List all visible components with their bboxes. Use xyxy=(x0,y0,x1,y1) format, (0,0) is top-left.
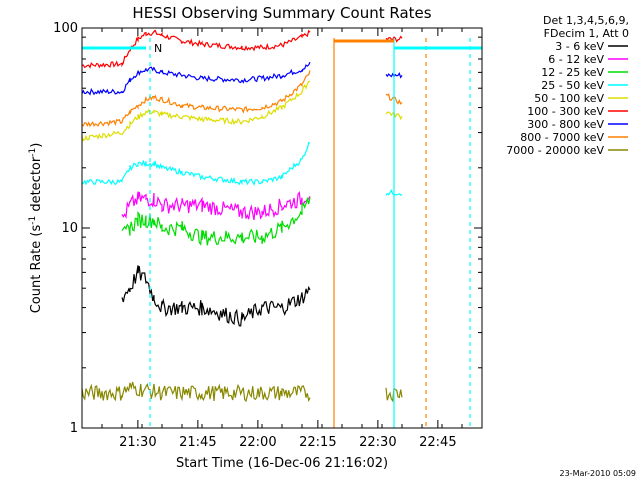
x-tick-label: 22:30 xyxy=(359,435,396,450)
legend-label: 800 - 7000 keV xyxy=(520,131,604,144)
plot-frame xyxy=(81,27,483,429)
x-tick-label: 22:45 xyxy=(419,435,456,450)
legend-label: 6 - 12 keV xyxy=(548,53,604,66)
x-axis-label: Start Time (16-Dec-06 21:16:02) xyxy=(176,456,388,471)
legend: Det 1,3,4,5,6,9, FDecim 1, Att 0 3 - 6 k… xyxy=(506,14,629,157)
legend-label: 300 - 800 keV xyxy=(527,118,604,131)
x-tick-label: 22:15 xyxy=(299,435,336,450)
legend-label: 7000 - 20000 keV xyxy=(506,144,604,157)
chart-title: HESSI Observing Summary Count Rates xyxy=(132,4,431,22)
series-line xyxy=(81,142,403,196)
y-axis-label: Count Rate (s-1 detector-1) xyxy=(28,143,44,314)
series-line xyxy=(121,265,311,327)
legend-label: 3 - 6 keV xyxy=(555,40,604,53)
legend-label: 12 - 25 keV xyxy=(541,66,604,79)
svg-text:Count Rate (s-1 detector-1): Count Rate (s-1 detector-1) xyxy=(28,143,44,314)
ylabel-end: ) xyxy=(29,143,44,148)
legend-header-1: Det 1,3,4,5,6,9, xyxy=(543,14,629,27)
ylabel-part: Count Rate (s xyxy=(29,225,44,314)
ylabel-sup-2: -1 xyxy=(28,148,38,157)
y-tick-label: 100 xyxy=(53,21,78,36)
series-line xyxy=(81,61,403,96)
series-line xyxy=(121,196,311,246)
timestamp: 23-Mar-2010 05:09 xyxy=(560,469,637,478)
series-line xyxy=(81,29,403,69)
x-tick-label: 21:30 xyxy=(119,435,156,450)
y-tick-label: 1 xyxy=(70,421,78,436)
legend-label: 50 - 100 keV xyxy=(534,92,604,105)
legend-label: 25 - 50 keV xyxy=(541,79,604,92)
legend-label: 100 - 300 keV xyxy=(527,105,604,118)
y-tick-label: 10 xyxy=(61,221,78,236)
ylabel-mid: detector xyxy=(29,156,44,216)
x-tick-label: 22:00 xyxy=(239,435,276,450)
series-line xyxy=(81,381,403,403)
series-line xyxy=(121,191,311,221)
x-tick-label: 21:45 xyxy=(179,435,216,450)
plot-area: 1 10 100 21:30 21:45 22:00 22:15 22:30 22:45 N xyxy=(53,21,483,450)
ylabel-sup-1: -1 xyxy=(28,216,38,225)
legend-header-2: FDecim 1, Att 0 xyxy=(544,27,629,40)
n-marker-label: N xyxy=(154,42,162,55)
